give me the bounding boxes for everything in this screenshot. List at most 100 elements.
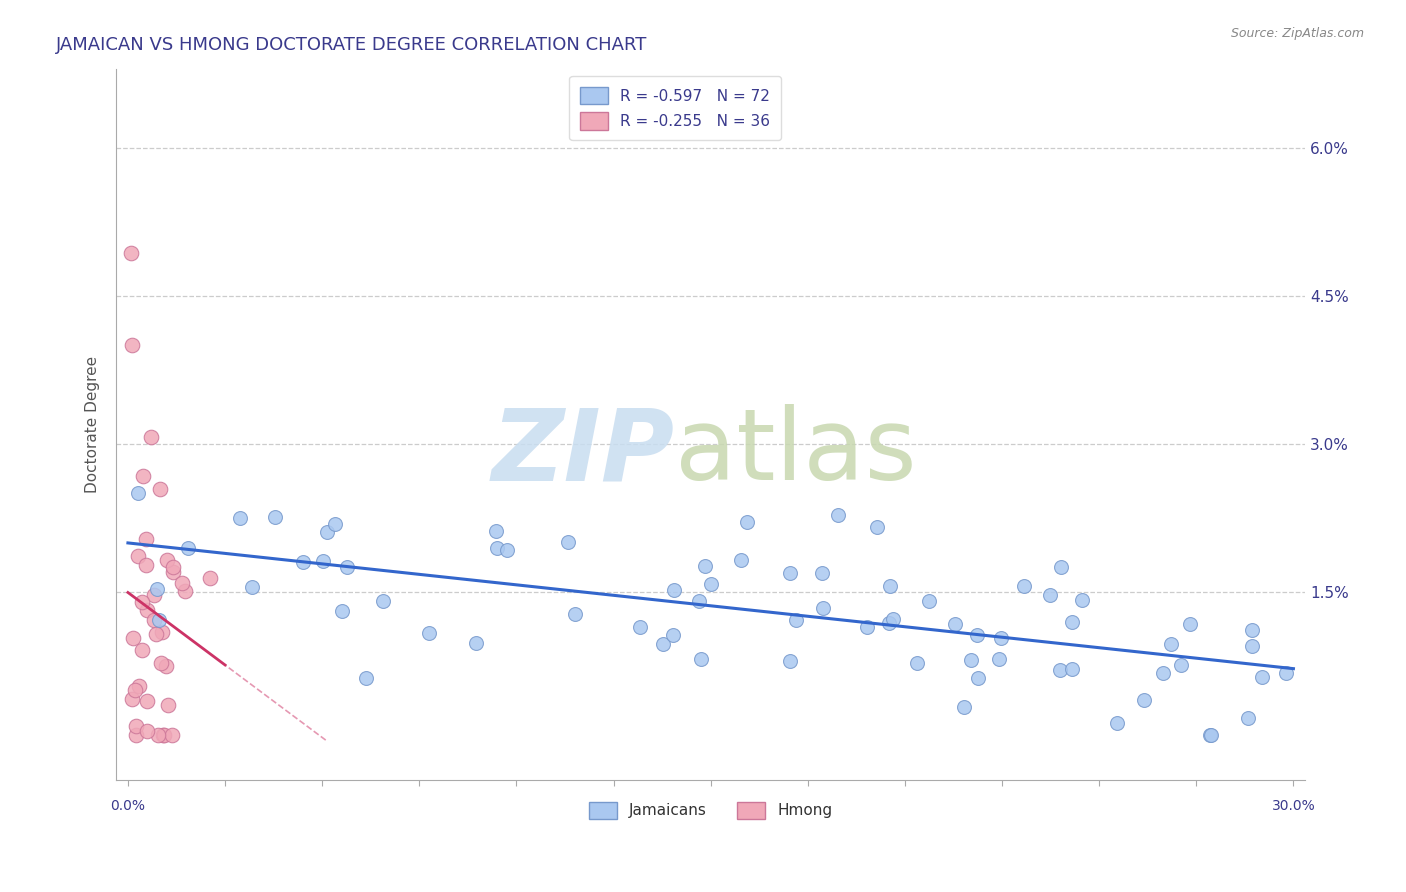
Point [662, 583, 685, 598]
Point [905, 656, 928, 670]
Point [143, 613, 166, 627]
Point [700, 577, 723, 591]
Text: Source: ZipAtlas.com: Source: ZipAtlas.com [1230, 27, 1364, 40]
Point [918, 593, 941, 607]
Point [879, 579, 901, 593]
Point [811, 601, 834, 615]
Point [1237, 711, 1260, 725]
Point [121, 692, 143, 706]
Point [120, 246, 142, 260]
Point [141, 430, 163, 444]
Point [695, 558, 717, 573]
Point [557, 535, 579, 549]
Point [1241, 623, 1264, 637]
Text: 0.0%: 0.0% [111, 799, 145, 814]
Point [690, 652, 713, 666]
Point [1201, 728, 1223, 742]
Point [1060, 662, 1083, 676]
Point [662, 628, 685, 642]
Point [157, 698, 180, 712]
Point [146, 728, 169, 742]
Point [229, 511, 252, 525]
Point [121, 631, 143, 645]
Point [485, 524, 508, 538]
Point [811, 566, 834, 581]
Point [125, 719, 148, 733]
Point [856, 620, 879, 634]
Point [1049, 664, 1071, 678]
Point [149, 482, 172, 496]
Text: 30.0%: 30.0% [1271, 799, 1315, 814]
Point [1160, 637, 1182, 651]
Point [779, 654, 801, 668]
Point [135, 533, 157, 547]
Point [131, 595, 153, 609]
Point [1105, 716, 1128, 731]
Point [150, 625, 173, 640]
Point [628, 620, 651, 634]
Point [1251, 670, 1274, 684]
Point [779, 566, 801, 580]
Point [1049, 560, 1071, 574]
Point [127, 549, 149, 563]
Point [1241, 639, 1264, 653]
Point [943, 616, 966, 631]
Point [131, 643, 153, 657]
Point [145, 582, 167, 597]
Point [688, 594, 710, 608]
Point [356, 671, 378, 685]
Text: atlas: atlas [675, 404, 917, 501]
Point [198, 571, 221, 585]
Point [145, 626, 167, 640]
Point [291, 555, 314, 569]
Point [330, 604, 353, 618]
Point [263, 510, 285, 524]
Point [730, 553, 752, 567]
Point [177, 541, 200, 555]
Point [827, 508, 849, 523]
Point [162, 565, 184, 579]
Point [866, 520, 889, 534]
Point [960, 652, 983, 666]
Point [1198, 728, 1220, 742]
Point [153, 728, 176, 742]
Text: ZIP: ZIP [492, 404, 675, 501]
Point [135, 693, 157, 707]
Point [136, 723, 159, 738]
Point [988, 652, 1011, 666]
Point [148, 613, 170, 627]
Point [652, 637, 675, 651]
Point [162, 728, 184, 742]
Point [1062, 615, 1084, 629]
Point [121, 337, 143, 351]
Point [240, 580, 263, 594]
Point [1170, 657, 1192, 672]
Point [465, 636, 488, 650]
Point [156, 553, 179, 567]
Point [127, 486, 149, 500]
Point [877, 615, 900, 630]
Point [1152, 665, 1174, 680]
Point [325, 517, 347, 532]
Point [371, 594, 394, 608]
Point [1012, 579, 1035, 593]
Point [128, 679, 150, 693]
Point [155, 659, 177, 673]
Point [132, 469, 155, 483]
Point [966, 628, 988, 642]
Point [1275, 666, 1298, 681]
Point [170, 576, 193, 591]
Point [485, 541, 508, 555]
Point [737, 515, 759, 529]
Point [953, 699, 976, 714]
Point [1178, 617, 1201, 632]
Point [785, 613, 807, 627]
Legend: Jamaicans, Hmong: Jamaicans, Hmong [583, 796, 838, 825]
Point [336, 560, 359, 574]
Y-axis label: Doctorate Degree: Doctorate Degree [86, 356, 100, 492]
Point [316, 524, 339, 539]
Point [173, 584, 195, 599]
Point [496, 543, 519, 558]
Point [312, 554, 335, 568]
Point [564, 607, 586, 622]
